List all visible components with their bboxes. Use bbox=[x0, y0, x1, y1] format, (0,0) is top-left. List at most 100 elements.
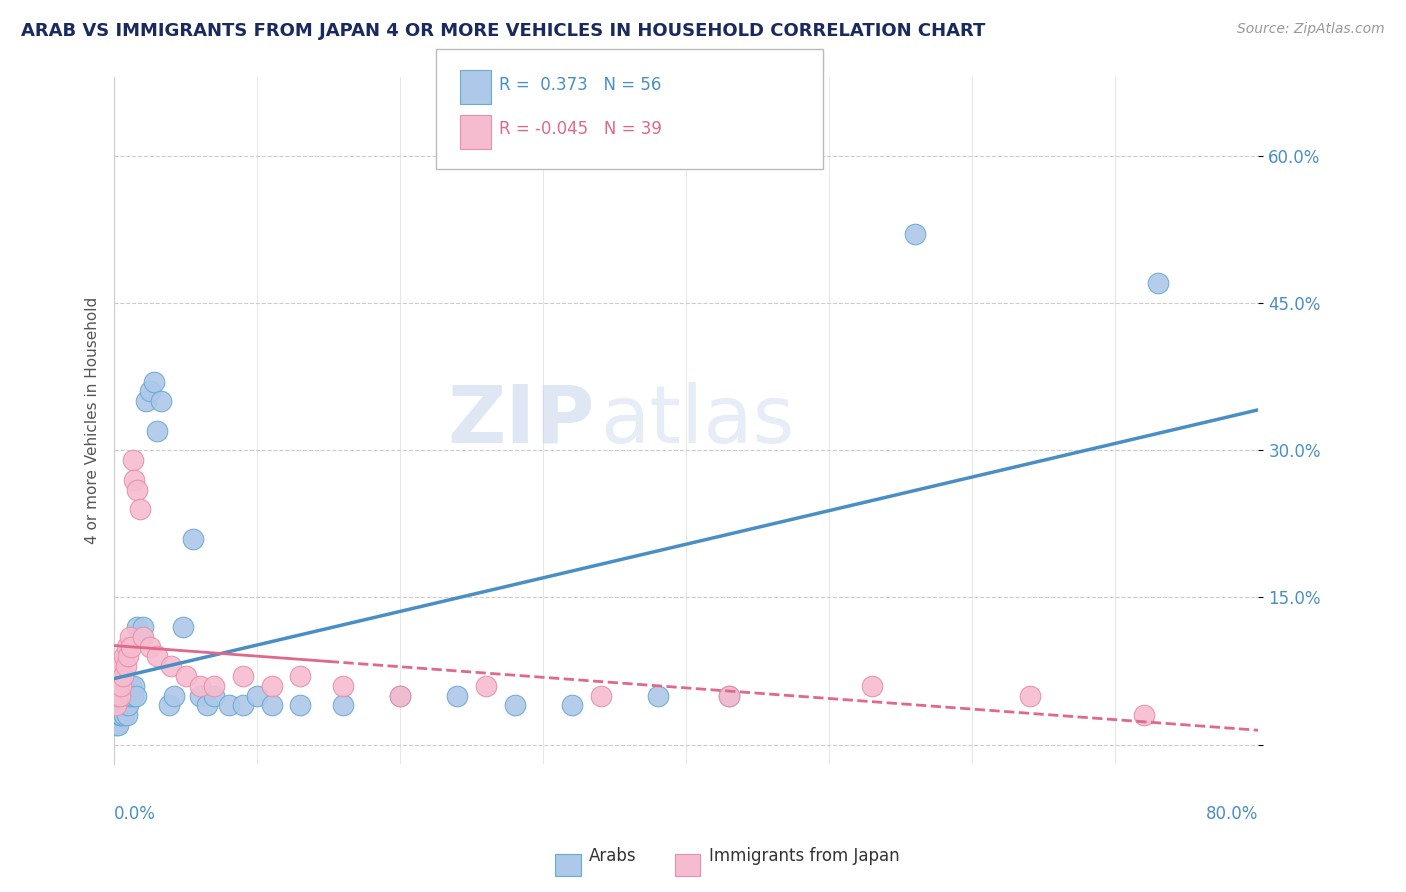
Point bbox=[260, 698, 283, 713]
Point bbox=[129, 502, 152, 516]
Point bbox=[174, 669, 197, 683]
Point bbox=[232, 698, 254, 713]
Point bbox=[121, 689, 143, 703]
Point bbox=[139, 384, 162, 399]
Point bbox=[104, 698, 127, 713]
Point bbox=[114, 689, 136, 703]
Point bbox=[115, 708, 138, 723]
Point bbox=[246, 689, 269, 703]
Point bbox=[105, 689, 128, 703]
Point bbox=[718, 689, 741, 703]
Point bbox=[108, 679, 131, 693]
Point bbox=[120, 640, 142, 654]
Point bbox=[132, 630, 155, 644]
Point bbox=[561, 698, 583, 713]
Point bbox=[122, 679, 145, 693]
Point bbox=[146, 649, 169, 664]
Point bbox=[139, 640, 162, 654]
Point bbox=[146, 424, 169, 438]
Point bbox=[110, 708, 132, 723]
Point bbox=[647, 689, 669, 703]
Point bbox=[503, 698, 526, 713]
Point bbox=[218, 698, 240, 713]
Point bbox=[121, 453, 143, 467]
Point bbox=[1018, 689, 1040, 703]
Point bbox=[107, 718, 129, 732]
Point bbox=[104, 718, 127, 732]
Point bbox=[718, 689, 741, 703]
Point bbox=[125, 483, 148, 497]
Point bbox=[124, 689, 146, 703]
Text: atlas: atlas bbox=[600, 382, 794, 460]
Point bbox=[112, 649, 135, 664]
Point bbox=[122, 473, 145, 487]
Point bbox=[107, 679, 129, 693]
Point bbox=[110, 679, 132, 693]
Point bbox=[117, 649, 139, 664]
Point bbox=[108, 669, 131, 683]
Point bbox=[108, 698, 131, 713]
Point bbox=[111, 689, 134, 703]
Point bbox=[114, 659, 136, 673]
Point bbox=[107, 659, 129, 673]
Point bbox=[129, 630, 152, 644]
Point bbox=[117, 698, 139, 713]
Point bbox=[132, 620, 155, 634]
Text: Immigrants from Japan: Immigrants from Japan bbox=[709, 847, 900, 865]
Point bbox=[108, 708, 131, 723]
Point bbox=[115, 640, 138, 654]
Point bbox=[120, 679, 142, 693]
Point bbox=[110, 659, 132, 673]
Point bbox=[389, 689, 412, 703]
Text: 80.0%: 80.0% bbox=[1206, 805, 1258, 823]
Point bbox=[904, 227, 927, 242]
Point bbox=[202, 679, 225, 693]
Text: Source: ZipAtlas.com: Source: ZipAtlas.com bbox=[1237, 22, 1385, 37]
Text: Arabs: Arabs bbox=[589, 847, 637, 865]
Text: R =  0.373   N = 56: R = 0.373 N = 56 bbox=[499, 76, 661, 94]
Point bbox=[260, 679, 283, 693]
Point bbox=[105, 698, 128, 713]
Text: ARAB VS IMMIGRANTS FROM JAPAN 4 OR MORE VEHICLES IN HOUSEHOLD CORRELATION CHART: ARAB VS IMMIGRANTS FROM JAPAN 4 OR MORE … bbox=[21, 22, 986, 40]
Text: ZIP: ZIP bbox=[447, 382, 595, 460]
Point bbox=[446, 689, 468, 703]
Point bbox=[860, 679, 883, 693]
Point bbox=[125, 620, 148, 634]
Point bbox=[105, 708, 128, 723]
Point bbox=[112, 708, 135, 723]
Point bbox=[172, 620, 194, 634]
Point bbox=[188, 679, 211, 693]
Point bbox=[332, 679, 354, 693]
Point bbox=[202, 689, 225, 703]
Point bbox=[115, 689, 138, 703]
Text: R = -0.045   N = 39: R = -0.045 N = 39 bbox=[499, 120, 662, 138]
Point bbox=[104, 679, 127, 693]
Point bbox=[475, 679, 498, 693]
Point bbox=[112, 679, 135, 693]
Point bbox=[135, 394, 157, 409]
Point bbox=[389, 689, 412, 703]
Point bbox=[157, 698, 180, 713]
Point bbox=[288, 669, 311, 683]
Point bbox=[188, 689, 211, 703]
Text: 0.0%: 0.0% bbox=[114, 805, 156, 823]
Point bbox=[195, 698, 218, 713]
Point bbox=[107, 698, 129, 713]
Point bbox=[105, 669, 128, 683]
Point bbox=[332, 698, 354, 713]
Point bbox=[114, 698, 136, 713]
Point bbox=[589, 689, 612, 703]
Point bbox=[288, 698, 311, 713]
Point bbox=[160, 659, 183, 673]
Point bbox=[118, 630, 141, 644]
Point bbox=[105, 689, 128, 703]
Point bbox=[107, 689, 129, 703]
Point bbox=[143, 375, 166, 389]
Point bbox=[163, 689, 186, 703]
Y-axis label: 4 or more Vehicles in Household: 4 or more Vehicles in Household bbox=[86, 297, 100, 544]
Point bbox=[110, 689, 132, 703]
Point bbox=[108, 689, 131, 703]
Point bbox=[1147, 277, 1170, 291]
Point bbox=[1133, 708, 1156, 723]
Point bbox=[118, 689, 141, 703]
